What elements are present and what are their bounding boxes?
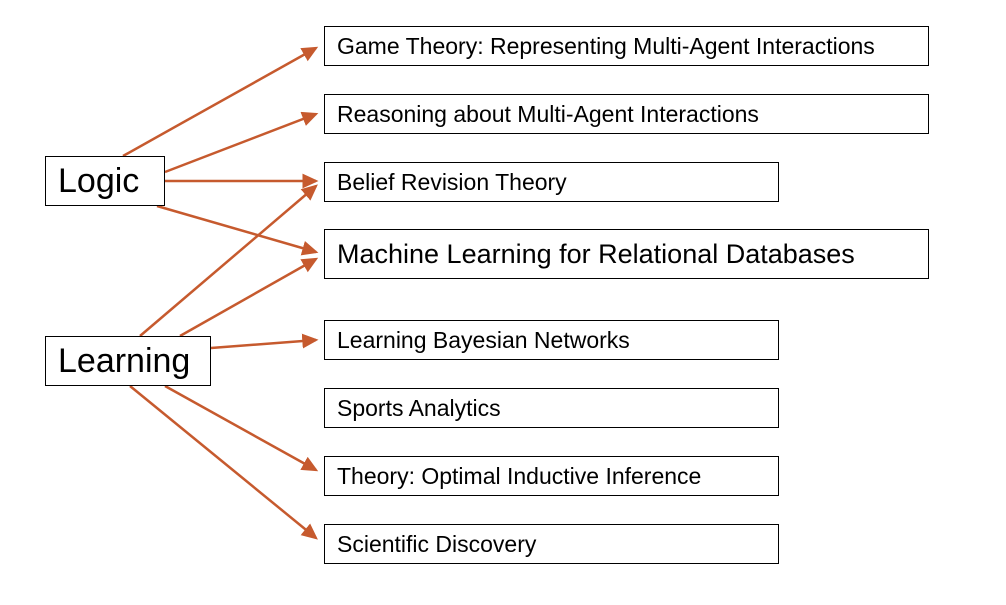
node-label: Theory: Optimal Inductive Inference <box>337 463 701 490</box>
edge-arrow <box>140 186 316 336</box>
edge-arrow <box>211 340 316 348</box>
edge-arrow <box>123 48 316 156</box>
arrows-layer <box>0 0 1006 605</box>
node-label: Game Theory: Representing Multi-Agent In… <box>337 33 875 60</box>
node-label: Belief Revision Theory <box>337 169 567 196</box>
edge-arrow <box>130 386 316 538</box>
node-label: Learning Bayesian Networks <box>337 327 630 354</box>
node-bayesian: Learning Bayesian Networks <box>324 320 779 360</box>
node-label: Learning <box>58 342 190 381</box>
edge-arrow <box>165 386 316 470</box>
node-label: Reasoning about Multi-Agent Interactions <box>337 101 759 128</box>
node-logic: Logic <box>45 156 165 206</box>
node-label: Sports Analytics <box>337 395 501 422</box>
node-label: Scientific Discovery <box>337 531 536 558</box>
edge-arrow <box>157 206 316 252</box>
edge-arrow <box>165 114 316 172</box>
node-theory-optimal: Theory: Optimal Inductive Inference <box>324 456 779 496</box>
node-scientific: Scientific Discovery <box>324 524 779 564</box>
node-label: Logic <box>58 162 139 201</box>
node-game-theory: Game Theory: Representing Multi-Agent In… <box>324 26 929 66</box>
node-sports: Sports Analytics <box>324 388 779 428</box>
node-learning: Learning <box>45 336 211 386</box>
node-belief: Belief Revision Theory <box>324 162 779 202</box>
node-ml-relational: Machine Learning for Relational Database… <box>324 229 929 279</box>
node-reasoning: Reasoning about Multi-Agent Interactions <box>324 94 929 134</box>
edge-arrow <box>180 259 316 336</box>
node-label: Machine Learning for Relational Database… <box>337 239 855 270</box>
